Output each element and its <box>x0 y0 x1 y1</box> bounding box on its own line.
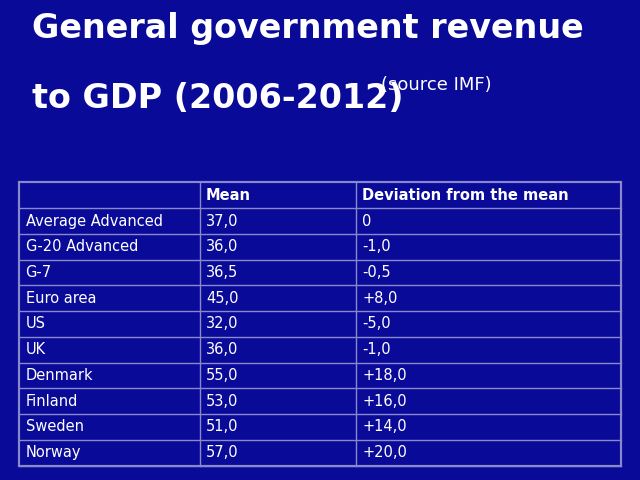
Text: 32,0: 32,0 <box>206 316 239 332</box>
Text: Mean: Mean <box>206 188 251 203</box>
Text: 45,0: 45,0 <box>206 291 239 306</box>
Text: 51,0: 51,0 <box>206 420 239 434</box>
Text: Sweden: Sweden <box>26 420 84 434</box>
Text: G-20 Advanced: G-20 Advanced <box>26 239 138 254</box>
Text: 53,0: 53,0 <box>206 394 239 409</box>
Text: Denmark: Denmark <box>26 368 93 383</box>
Text: 37,0: 37,0 <box>206 214 239 228</box>
Text: 36,0: 36,0 <box>206 239 239 254</box>
Text: +8,0: +8,0 <box>362 291 398 306</box>
Text: 57,0: 57,0 <box>206 445 239 460</box>
Text: +16,0: +16,0 <box>362 394 407 409</box>
Text: -1,0: -1,0 <box>362 342 391 357</box>
Text: US: US <box>26 316 45 332</box>
Text: +18,0: +18,0 <box>362 368 407 383</box>
Text: 36,0: 36,0 <box>206 342 239 357</box>
Text: Average Advanced: Average Advanced <box>26 214 163 228</box>
Text: Euro area: Euro area <box>26 291 96 306</box>
Text: (source IMF): (source IMF) <box>381 76 492 94</box>
Text: -5,0: -5,0 <box>362 316 391 332</box>
Text: 0: 0 <box>362 214 372 228</box>
Text: -1,0: -1,0 <box>362 239 391 254</box>
Text: 36,5: 36,5 <box>206 265 238 280</box>
Text: G-7: G-7 <box>26 265 52 280</box>
Text: Deviation from the mean: Deviation from the mean <box>362 188 569 203</box>
Text: Norway: Norway <box>26 445 81 460</box>
Text: +14,0: +14,0 <box>362 420 407 434</box>
Text: 55,0: 55,0 <box>206 368 239 383</box>
Text: Finland: Finland <box>26 394 78 409</box>
Text: -0,5: -0,5 <box>362 265 391 280</box>
Text: +20,0: +20,0 <box>362 445 408 460</box>
Text: General government revenue: General government revenue <box>32 12 584 45</box>
Text: UK: UK <box>26 342 45 357</box>
Text: to GDP (2006-2012): to GDP (2006-2012) <box>32 82 403 115</box>
